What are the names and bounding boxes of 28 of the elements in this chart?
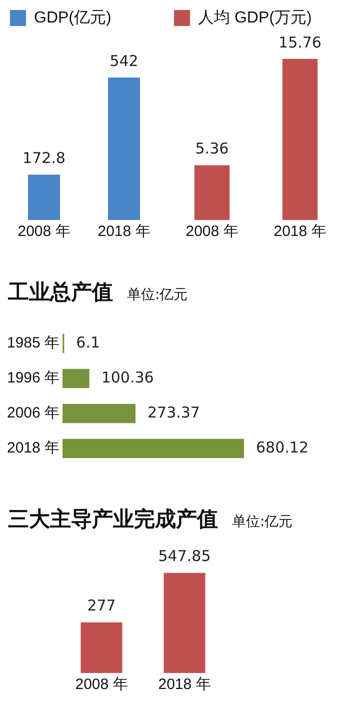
chart-title: 工业总产值 bbox=[8, 279, 113, 306]
data-label: 5.36 bbox=[195, 140, 229, 158]
bar bbox=[62, 438, 244, 458]
data-label: 6.1 bbox=[76, 333, 100, 352]
legend-label: 人均 GDP(万元) bbox=[198, 9, 312, 26]
x-tick-label: 2008 年 bbox=[186, 223, 238, 240]
y-tick-label: 1985 年 bbox=[6, 334, 60, 352]
text: 单位:亿元 bbox=[232, 513, 293, 531]
y-tick-label: 2006 年 bbox=[6, 404, 60, 422]
data-label: 277 bbox=[87, 596, 116, 615]
data-label: 680.12 bbox=[256, 438, 309, 456]
data-label: 15.76 bbox=[278, 33, 322, 52]
data-label: 542 bbox=[110, 52, 138, 70]
data-label: 273.37 bbox=[147, 403, 200, 422]
data-label: 172.8 bbox=[22, 148, 66, 167]
chart-title: 三大主导产业完成产值 bbox=[8, 506, 218, 533]
legend-label: GDP(亿元) bbox=[34, 9, 112, 26]
data-label: 547.85 bbox=[158, 547, 211, 566]
x-tick-label: 2018 年 bbox=[98, 223, 150, 240]
x-tick-label: 2008 年 bbox=[18, 223, 70, 240]
bar bbox=[62, 404, 136, 424]
x-tick-label: 2008 年 bbox=[75, 676, 128, 694]
y-tick-label: 1996 年 bbox=[6, 370, 60, 387]
chart-subtitle: 单位:亿元 bbox=[127, 286, 188, 304]
bar bbox=[62, 368, 90, 388]
y-tick-label: 2018 年 bbox=[6, 440, 60, 457]
data-label: 100.36 bbox=[101, 368, 154, 386]
x-tick-label: 2018 年 bbox=[274, 223, 326, 240]
